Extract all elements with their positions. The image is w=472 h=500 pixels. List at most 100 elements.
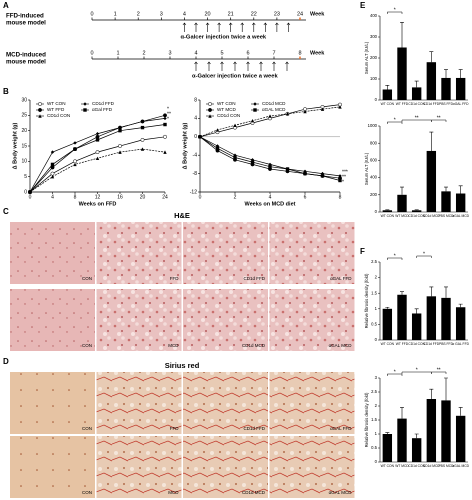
- x-tick-label: 8: [339, 194, 342, 200]
- x-axis-label: Weeks on FFD: [79, 201, 117, 207]
- y-tick-label: 1: [375, 306, 378, 311]
- marker: [73, 159, 77, 164]
- significance-bracket: [387, 257, 403, 260]
- x-tick-label: CD1d CON: [408, 342, 425, 346]
- y-tick-label: 600: [370, 158, 378, 163]
- histology-image: [269, 436, 355, 498]
- significance: ***: [342, 170, 348, 176]
- x-tick-label: 0: [199, 194, 202, 200]
- marker: [285, 112, 290, 116]
- marker: [95, 134, 100, 139]
- x-tick-label: WT FFD: [396, 342, 409, 346]
- timeline-tick-label: 22: [251, 11, 257, 17]
- x-tick-label: WT FFD: [396, 102, 409, 106]
- bar: [411, 313, 422, 340]
- y-tick-label: 800: [370, 140, 378, 145]
- y-tick-label: 30: [21, 97, 27, 103]
- bar: [441, 400, 451, 462]
- x-tick-label: PBS MCD: [438, 214, 454, 218]
- injection-arrow: [285, 61, 289, 71]
- injection-arrow: [246, 61, 250, 71]
- y-tick-label: 0: [375, 97, 378, 102]
- x-tick-label: PBS FFD: [439, 342, 454, 346]
- bar: [411, 210, 422, 212]
- marker: [38, 108, 42, 112]
- histology-image: [183, 222, 268, 284]
- marker: [338, 178, 342, 183]
- marker: [208, 108, 212, 112]
- error-bar: [429, 51, 434, 63]
- legend-label: WT CON: [217, 101, 236, 106]
- injection-arrow: [252, 22, 256, 32]
- bar: [382, 434, 393, 462]
- x-tick-label: WT CON: [381, 102, 395, 106]
- y-tick-label: 1.5: [371, 417, 377, 422]
- injection-arrow: [275, 22, 279, 32]
- x-tick-label: 8: [74, 194, 77, 200]
- bar: [411, 87, 422, 100]
- timeline-tick-label: 6: [246, 50, 249, 56]
- y-axis-label: Serum ALT (IU/L): [364, 41, 369, 74]
- timeline-tick-label: 3: [160, 11, 163, 17]
- injection-arrow: [194, 22, 198, 32]
- legend-label: WT CON: [47, 101, 66, 106]
- bar: [397, 194, 407, 212]
- series-line: [199, 136, 341, 181]
- injection-arrow: [240, 22, 244, 32]
- histology-label: CON: [82, 426, 92, 431]
- timeline-tick-label: 4: [194, 50, 197, 56]
- marker: [338, 174, 342, 178]
- x-tick-label: WT MCD: [395, 464, 409, 468]
- y-tick-label: 4: [194, 116, 197, 122]
- x-tick-label: CD1d CON: [408, 214, 425, 218]
- error-bar: [458, 69, 463, 78]
- bar: [455, 77, 466, 100]
- y-tick-label: 200: [370, 192, 378, 197]
- marker: [83, 102, 87, 106]
- histology-label: αGAL FFD: [330, 426, 352, 431]
- y-tick-label: 0: [24, 189, 27, 195]
- marker: [163, 116, 167, 121]
- series-line: [199, 136, 341, 179]
- y-tick-label: 25: [21, 113, 27, 119]
- marker: [83, 108, 87, 112]
- timeline-label: mouse model: [6, 20, 46, 27]
- y-tick-label: 0: [375, 337, 378, 342]
- y-tick-label: 5: [24, 174, 27, 180]
- x-axis-label: Weeks on MCD diet: [245, 201, 296, 207]
- histology-image: [10, 436, 95, 498]
- histology-label: CD1d MCD: [242, 343, 266, 348]
- marker: [285, 167, 290, 171]
- x-tick-label: WT CON: [381, 214, 395, 218]
- marker: [118, 150, 122, 154]
- legend-label: CD1d MCD: [262, 101, 286, 106]
- x-tick-label: CD1d MCD: [423, 464, 440, 468]
- y-axis-label: Serum ALT (IU/L): [364, 152, 369, 185]
- histology-image: [10, 289, 95, 351]
- error-bar: [414, 308, 419, 314]
- histology-label: αGAL MCD: [329, 490, 353, 495]
- marker: [253, 102, 257, 106]
- error-bar: [414, 80, 419, 88]
- error-bar: [444, 186, 448, 192]
- panel-letter: C: [3, 207, 9, 216]
- marker: [50, 174, 55, 179]
- panel-letter: B: [3, 87, 9, 96]
- y-axis-label: Δ Body weight (g): [12, 122, 18, 169]
- marker: [250, 119, 255, 123]
- x-tick-label: 6: [304, 194, 307, 200]
- timeline-tick-label: 1: [116, 50, 119, 56]
- histology-label: αGAL FFD: [330, 276, 352, 281]
- injection-arrow: [259, 61, 263, 71]
- significance: *: [342, 180, 344, 186]
- injection-arrow: [205, 22, 210, 32]
- x-tick-label: WT MCD: [395, 214, 409, 218]
- y-axis-label: Relative fibrosis density (fold): [364, 273, 369, 328]
- injection-arrow: [182, 22, 187, 32]
- histology-label: CON: [82, 276, 92, 281]
- bar: [441, 191, 451, 212]
- histology-image: [96, 372, 182, 434]
- bar: [382, 210, 393, 212]
- x-tick-label: αGAL MCD: [452, 464, 469, 468]
- timeline-label: FFD-induced: [6, 13, 44, 20]
